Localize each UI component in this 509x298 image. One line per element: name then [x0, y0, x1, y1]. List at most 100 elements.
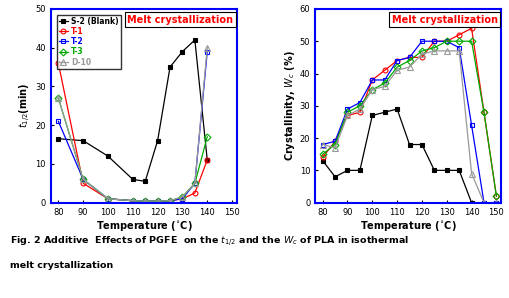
T-2 — [130, 199, 136, 203]
T-2 — [80, 178, 86, 181]
D-10 — [192, 181, 198, 185]
T-1 — [105, 197, 111, 201]
Legend: S-2 (Blank), T-1, T-2, T-3, D-10: S-2 (Blank), T-1, T-2, T-3, D-10 — [56, 15, 121, 69]
T-2 — [167, 199, 173, 203]
Y-axis label: $t_{1/2}$(min): $t_{1/2}$(min) — [17, 83, 33, 128]
D-10 — [105, 197, 111, 201]
T-3 — [167, 199, 173, 203]
D-10 — [80, 178, 86, 181]
S-2 (Blank) — [357, 169, 363, 172]
D-10 — [332, 146, 338, 150]
T-1 — [382, 69, 388, 72]
S-2 (Blank) — [481, 201, 487, 204]
Line: T-1: T-1 — [56, 61, 210, 204]
S-2 (Blank) — [167, 65, 173, 69]
T-3 — [179, 195, 185, 198]
Line: T-2: T-2 — [320, 39, 499, 205]
T-1 — [142, 199, 148, 203]
T-1 — [155, 199, 161, 203]
D-10 — [456, 49, 462, 53]
T-3 — [481, 111, 487, 114]
S-2 (Blank) — [55, 137, 62, 141]
S-2 (Blank) — [179, 50, 185, 53]
T-3 — [345, 111, 351, 114]
S-2 (Blank) — [369, 114, 375, 117]
T-1 — [357, 111, 363, 114]
T-2 — [345, 107, 351, 111]
S-2 (Blank) — [493, 201, 499, 204]
T-1 — [394, 59, 400, 62]
T-3 — [444, 39, 450, 43]
D-10 — [481, 201, 487, 204]
S-2 (Blank) — [345, 169, 351, 172]
Text: Melt crystallization: Melt crystallization — [391, 15, 498, 25]
T-3 — [204, 135, 210, 139]
T-1 — [431, 39, 437, 43]
T-3 — [407, 59, 413, 62]
S-2 (Blank) — [80, 139, 86, 142]
T-3 — [105, 197, 111, 201]
T-2 — [142, 199, 148, 203]
T-3 — [394, 65, 400, 69]
T-2 — [468, 123, 474, 127]
T-2 — [456, 46, 462, 49]
T-2 — [493, 201, 499, 204]
T-1 — [55, 61, 62, 65]
T-2 — [481, 201, 487, 204]
T-2 — [332, 139, 338, 143]
T-1 — [468, 27, 474, 30]
S-2 (Blank) — [142, 179, 148, 183]
D-10 — [382, 85, 388, 88]
D-10 — [130, 199, 136, 203]
D-10 — [204, 46, 210, 49]
S-2 (Blank) — [204, 158, 210, 162]
T-2 — [155, 199, 161, 203]
S-2 (Blank) — [431, 169, 437, 172]
S-2 (Blank) — [394, 107, 400, 111]
T-1 — [167, 199, 173, 203]
D-10 — [179, 195, 185, 198]
X-axis label: Temperature ($^{\circ}$C): Temperature ($^{\circ}$C) — [96, 219, 192, 233]
Text: melt crystallization: melt crystallization — [10, 261, 114, 270]
T-3 — [456, 39, 462, 43]
T-2 — [204, 50, 210, 53]
D-10 — [369, 88, 375, 91]
T-2 — [369, 78, 375, 82]
T-1 — [444, 39, 450, 43]
S-2 (Blank) — [192, 38, 198, 42]
T-3 — [382, 81, 388, 85]
T-1 — [493, 194, 499, 198]
D-10 — [357, 107, 363, 111]
D-10 — [167, 199, 173, 203]
D-10 — [419, 52, 425, 56]
T-3 — [155, 199, 161, 203]
T-3 — [369, 88, 375, 91]
S-2 (Blank) — [382, 111, 388, 114]
T-3 — [192, 181, 198, 185]
T-3 — [55, 96, 62, 100]
T-3 — [142, 199, 148, 203]
T-3 — [320, 152, 326, 156]
T-2 — [444, 39, 450, 43]
Line: T-2: T-2 — [56, 49, 210, 204]
T-2 — [320, 143, 326, 146]
Text: Fig. 2 Additive  Effects of PGFE  on the $t_{1/2}$ and the $W_c$ of PLA in isoth: Fig. 2 Additive Effects of PGFE on the $… — [10, 234, 409, 248]
Line: D-10: D-10 — [55, 45, 210, 204]
S-2 (Blank) — [332, 175, 338, 179]
S-2 (Blank) — [105, 154, 111, 158]
T-3 — [431, 46, 437, 49]
D-10 — [431, 49, 437, 53]
T-2 — [55, 119, 62, 123]
T-1 — [332, 139, 338, 143]
D-10 — [407, 65, 413, 69]
D-10 — [142, 199, 148, 203]
Line: T-3: T-3 — [56, 96, 210, 204]
S-2 (Blank) — [444, 169, 450, 172]
T-2 — [431, 39, 437, 43]
T-3 — [493, 194, 499, 198]
T-1 — [481, 111, 487, 114]
T-1 — [204, 158, 210, 162]
D-10 — [394, 69, 400, 72]
T-2 — [394, 59, 400, 62]
Line: S-2 (Blank): S-2 (Blank) — [320, 107, 499, 205]
